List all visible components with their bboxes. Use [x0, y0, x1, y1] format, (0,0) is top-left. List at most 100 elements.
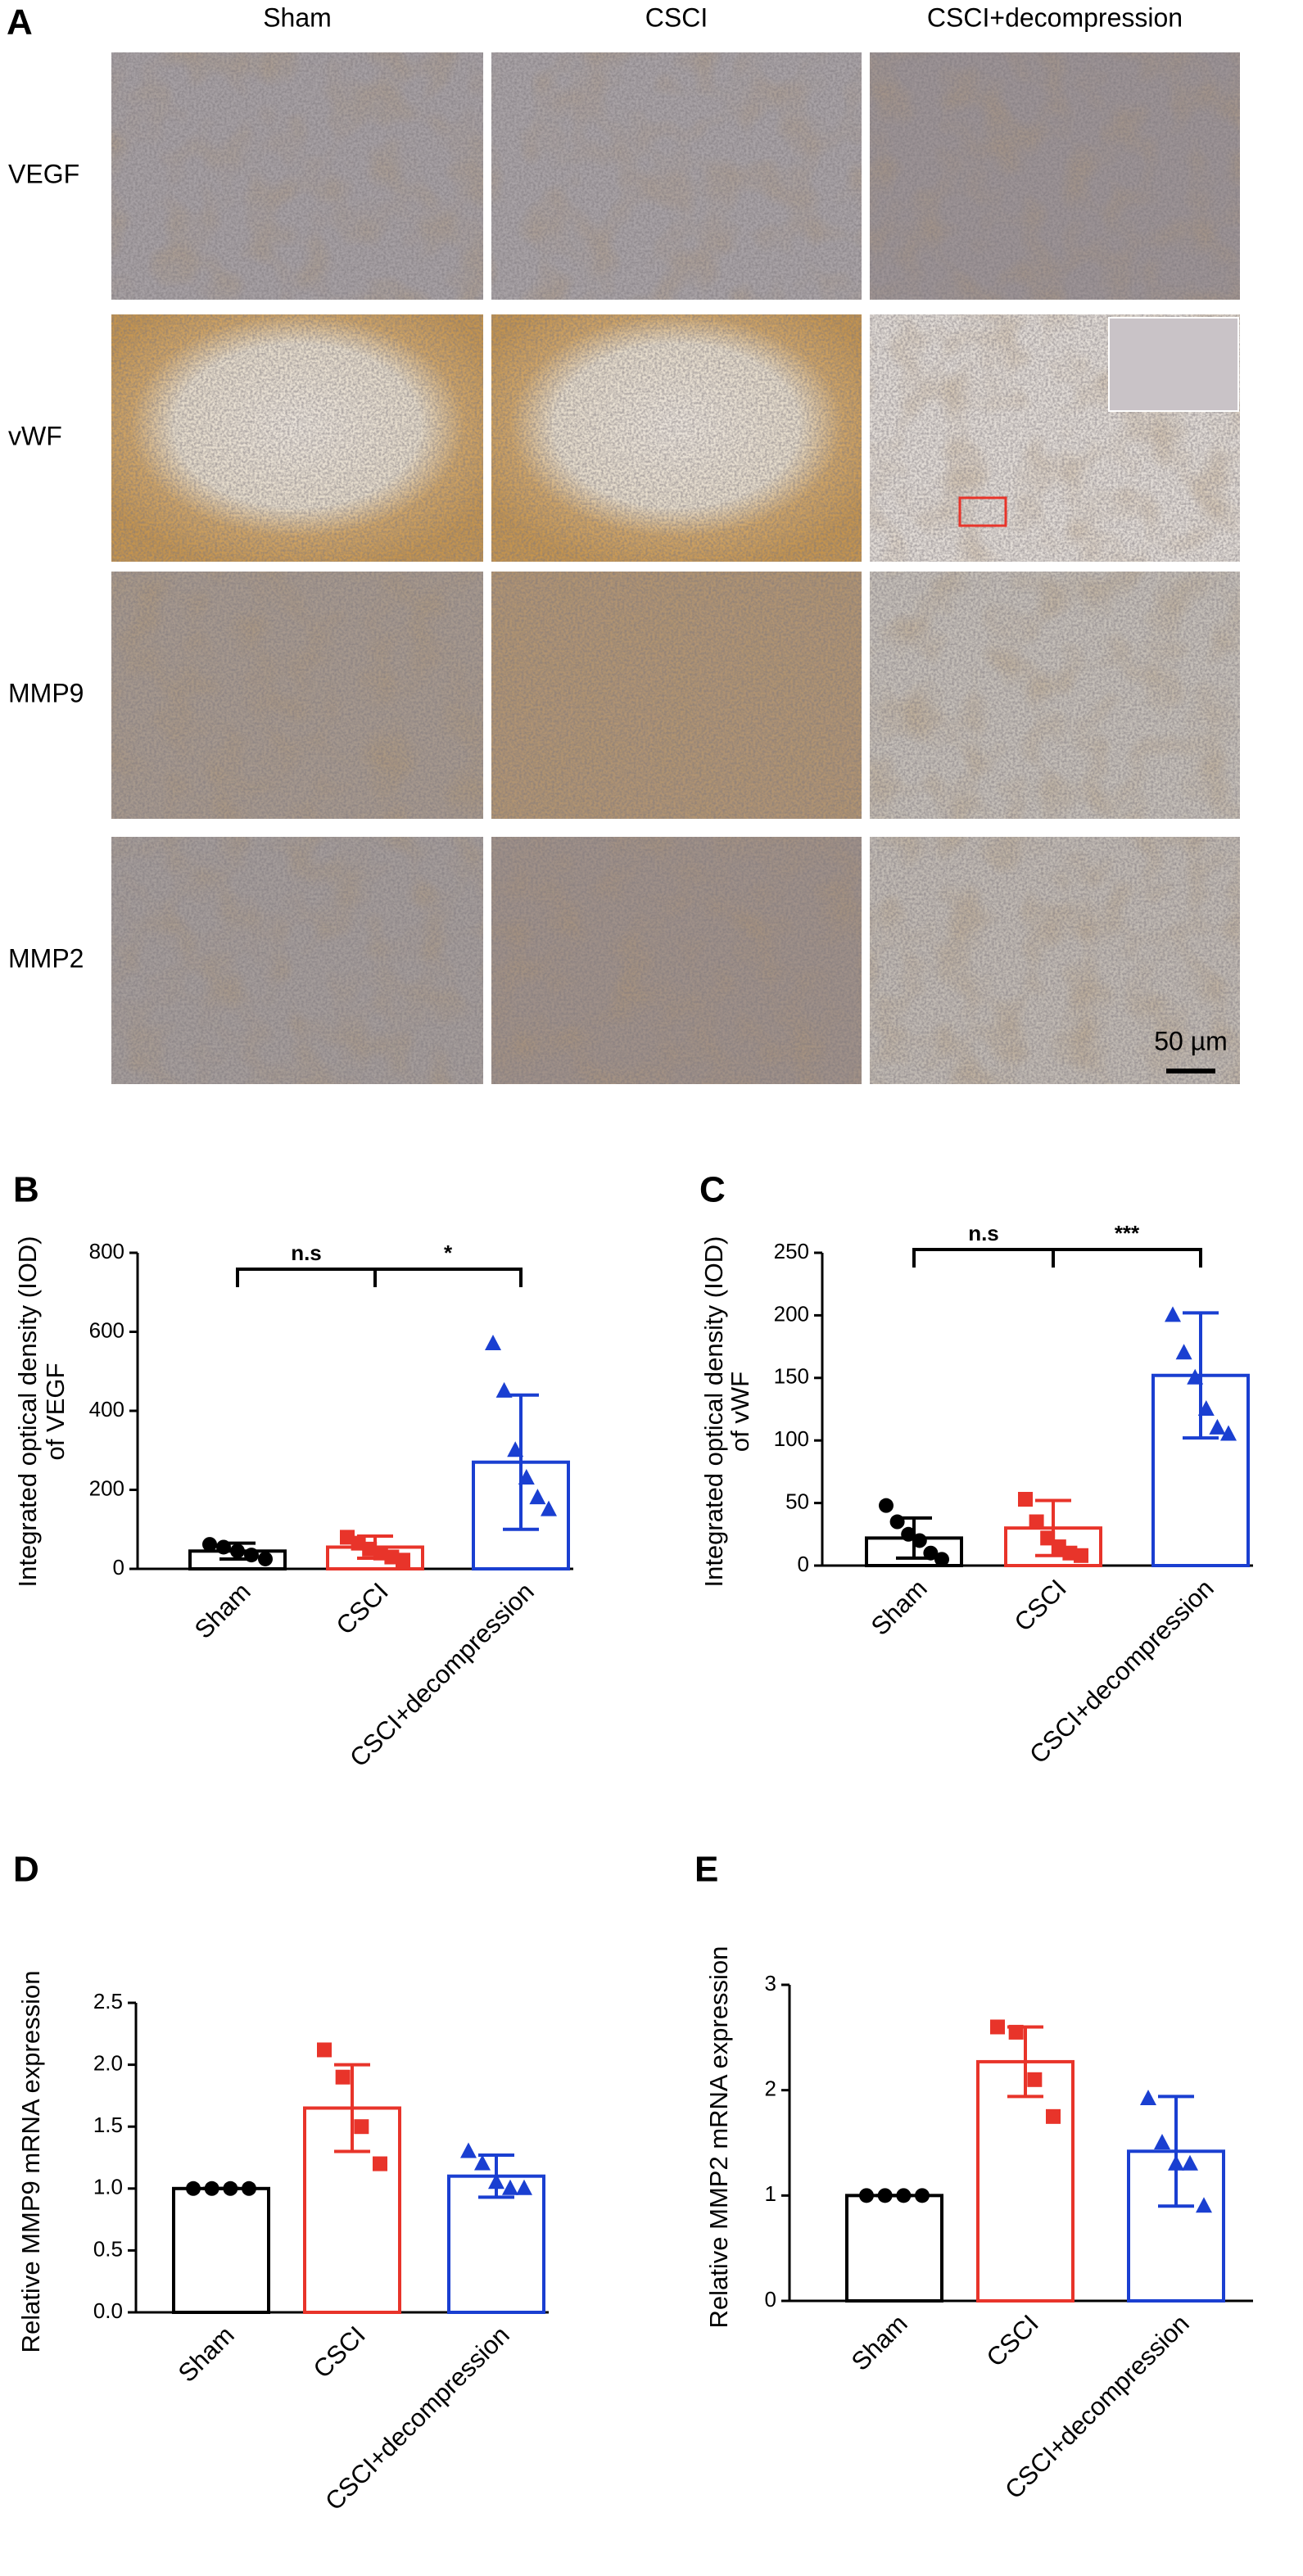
x-tick-label: CSCI	[1009, 1574, 1072, 1637]
significance-label: n.s	[968, 1221, 999, 1245]
data-point	[1140, 2089, 1156, 2105]
y-tick-label: 2.0	[93, 2050, 123, 2075]
data-point	[889, 1514, 905, 1530]
significance-bracket	[912, 1248, 1202, 1268]
inset-box	[958, 496, 1007, 527]
data-point	[204, 2181, 219, 2196]
micrograph-texture	[491, 837, 862, 1084]
micrograph-texture	[870, 837, 1240, 1084]
data-point	[516, 2179, 532, 2195]
data-point	[502, 2179, 518, 2195]
data-point	[258, 1551, 273, 1566]
micrograph-texture	[870, 572, 1240, 819]
data-point	[1165, 1306, 1181, 1322]
x-tick-label: Sham	[189, 1577, 256, 1644]
y-tick-label: 250	[774, 1239, 809, 1263]
y-axis-label: Relative MMP2 mRNA expression	[704, 1946, 733, 2329]
y-tick-label: 1.0	[93, 2175, 123, 2199]
data-point	[923, 1545, 939, 1561]
x-tick-label: CSCI	[981, 2309, 1044, 2372]
column-header: CSCI	[645, 2, 708, 32]
significance-label: n.s	[291, 1241, 322, 1265]
row-label: vWF	[8, 421, 62, 450]
bar	[845, 2194, 943, 2303]
micrograph-texture	[111, 572, 483, 819]
data-point	[216, 1539, 231, 1555]
data-point	[362, 1541, 378, 1557]
x-tick-label: CSCI	[331, 1577, 394, 1640]
data-point	[1008, 2024, 1024, 2040]
y-tick-label: 800	[89, 1239, 124, 1263]
data-point	[202, 1537, 217, 1552]
data-point	[223, 2181, 238, 2196]
y-tick-label: 0	[765, 2287, 776, 2312]
data-point	[340, 1530, 355, 1545]
data-point	[901, 1526, 916, 1542]
data-point	[485, 1334, 501, 1350]
y-tick-label: 400	[89, 1397, 124, 1421]
data-point	[488, 2173, 504, 2190]
data-point	[1220, 1425, 1237, 1441]
data-point	[990, 2019, 1005, 2035]
y-tick-label: 3	[765, 1971, 776, 1995]
data-point	[507, 1441, 524, 1457]
y-axis-label: of VEGF	[41, 1363, 70, 1461]
y-tick-label: 0.5	[93, 2236, 123, 2261]
data-point	[1168, 2154, 1184, 2171]
x-tick-label: CSCI	[308, 2321, 371, 2384]
data-point	[396, 1552, 410, 1568]
y-tick-label: 1	[765, 2181, 776, 2206]
significance-bracket	[236, 1268, 523, 1287]
data-point	[1040, 1530, 1056, 1546]
data-point	[1182, 2154, 1198, 2171]
data-point	[877, 2188, 893, 2203]
panel-label: B	[13, 1170, 39, 1210]
data-point	[317, 2042, 332, 2058]
data-point	[912, 1533, 927, 1548]
panel-label: E	[694, 1850, 718, 1890]
micrograph-texture	[111, 52, 483, 300]
y-tick-label: 600	[89, 1317, 124, 1342]
data-point	[1154, 2134, 1170, 2149]
data-point	[1018, 1492, 1033, 1507]
bar	[172, 2186, 270, 2315]
y-tick-label: 2	[765, 2077, 776, 2101]
data-point	[541, 1500, 557, 1516]
row-label: MMP2	[8, 943, 84, 973]
data-point	[1175, 1344, 1192, 1360]
data-point	[1029, 1514, 1044, 1530]
y-tick-label: 150	[774, 1364, 809, 1389]
data-point	[529, 1489, 546, 1505]
y-axis-label: of vWF	[726, 1372, 754, 1452]
y-tick-label: 1.5	[93, 2113, 123, 2137]
data-point	[915, 2188, 930, 2203]
data-point	[934, 1552, 949, 1567]
data-point	[230, 1543, 245, 1559]
data-point	[1074, 1548, 1088, 1563]
x-tick-label: Sham	[846, 2309, 913, 2376]
y-axis-label: Relative MMP9 mRNA expression	[16, 1971, 45, 2353]
data-point	[242, 2181, 256, 2196]
row-label: MMP9	[8, 678, 84, 707]
data-point	[373, 1545, 388, 1561]
column-header: Sham	[263, 2, 332, 32]
significance-label: ***	[1115, 1221, 1140, 1245]
micrograph-texture	[870, 52, 1240, 300]
y-tick-label: 2.5	[93, 1989, 123, 2013]
micrograph-texture	[491, 314, 862, 562]
data-point	[354, 2119, 369, 2135]
y-tick-label: 0.0	[93, 2298, 123, 2323]
data-point	[186, 2181, 201, 2196]
data-point	[1051, 1539, 1066, 1555]
data-point	[1187, 1368, 1204, 1385]
data-point	[879, 1498, 894, 1513]
data-point	[896, 2188, 912, 2203]
scale-bar-label: 50 µm	[1154, 1026, 1228, 1055]
y-axis-label: Integrated optical density (IOD)	[699, 1236, 728, 1587]
micrograph-grid	[111, 52, 1240, 1084]
x-tick-label: Sham	[866, 1574, 933, 1641]
row-label: VEGF	[8, 159, 79, 188]
data-point	[474, 2154, 491, 2171]
data-point	[1062, 1545, 1078, 1561]
